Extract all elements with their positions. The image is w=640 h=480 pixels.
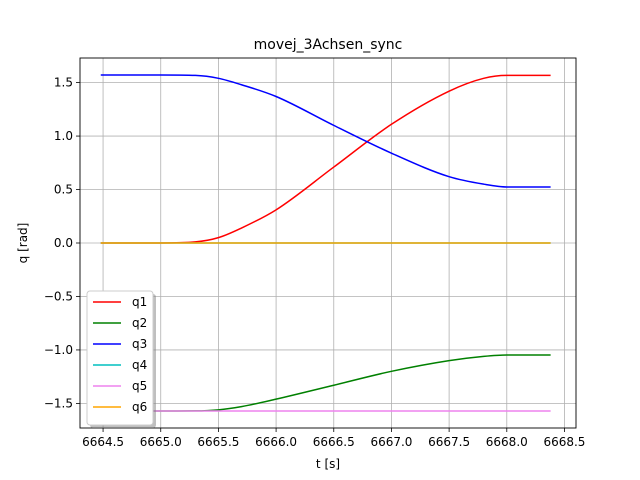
x-tick-label: 6667.0 bbox=[370, 435, 412, 449]
legend-label-q3: q3 bbox=[132, 337, 147, 351]
x-tick-label: 6664.5 bbox=[82, 435, 124, 449]
x-axis-label: t [s] bbox=[316, 457, 340, 471]
y-axis-ticks: −1.5 −1.0 −0.5 0.0 0.5 1.0 1.5 bbox=[44, 76, 80, 410]
x-tick-label: 6668.0 bbox=[486, 435, 528, 449]
legend: q1 q2 q3 q4 q5 q6 bbox=[86, 290, 156, 428]
y-tick-label: −0.5 bbox=[44, 289, 73, 303]
x-axis-ticks: 6664.5 6665.0 6665.5 6666.0 6666.5 6667.0 6667… bbox=[82, 428, 585, 449]
legend-label-q4: q4 bbox=[132, 358, 147, 372]
series-line-q1 bbox=[100, 74, 551, 244]
x-tick-label: 6665.0 bbox=[140, 435, 182, 449]
series-group bbox=[100, 74, 551, 412]
y-tick-label: 1.5 bbox=[54, 76, 73, 90]
chart-title: movej_3Achsen_sync bbox=[254, 37, 403, 53]
x-tick-label: 6666.5 bbox=[313, 435, 355, 449]
legend-label-q1: q1 bbox=[132, 295, 147, 309]
legend-box bbox=[86, 290, 154, 426]
y-tick-label: −1.0 bbox=[44, 343, 73, 357]
series-line-q3 bbox=[100, 74, 551, 188]
legend-label-q5: q5 bbox=[132, 379, 147, 393]
y-tick-label: −1.5 bbox=[44, 396, 73, 410]
grid bbox=[80, 58, 576, 428]
x-tick-label: 6667.5 bbox=[428, 435, 470, 449]
legend-label-q2: q2 bbox=[132, 316, 147, 330]
x-tick-label: 6668.5 bbox=[543, 435, 585, 449]
y-axis-label: q [rad] bbox=[16, 223, 30, 264]
x-tick-label: 6665.5 bbox=[197, 435, 239, 449]
y-tick-label: 1.0 bbox=[54, 129, 73, 143]
x-tick-label: 6666.0 bbox=[255, 435, 297, 449]
y-tick-label: 0.0 bbox=[54, 236, 73, 250]
y-tick-label: 0.5 bbox=[54, 183, 73, 197]
legend-label-q6: q6 bbox=[132, 400, 147, 414]
